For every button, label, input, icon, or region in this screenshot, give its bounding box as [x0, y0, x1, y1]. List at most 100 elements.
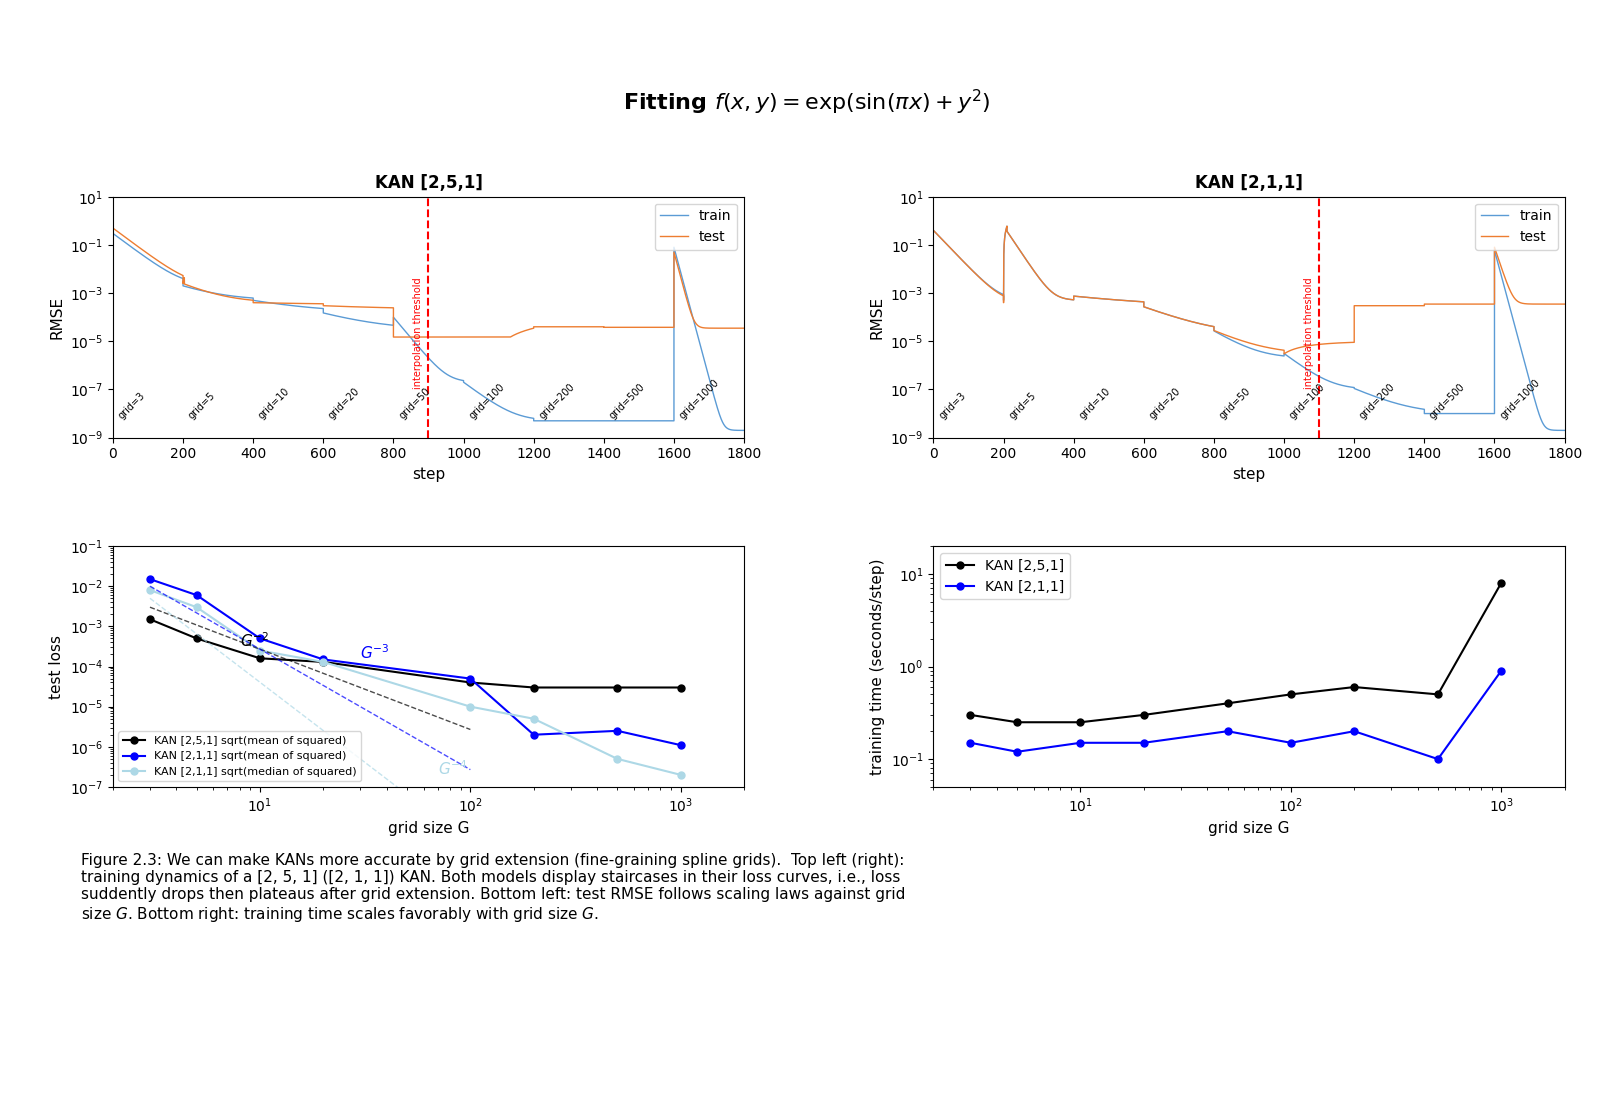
test: [561, 320, 581, 333]
Text: $G^{-4}$: $G^{-4}$: [437, 760, 468, 778]
test: [997, 220, 1016, 233]
train: [924, 224, 944, 237]
test: [1274, 348, 1294, 361]
train: [1382, 396, 1402, 409]
KAN [2,1,1] sqrt(mean of squared): [140, 573, 160, 586]
Text: grid=20: grid=20: [1147, 386, 1182, 421]
train: [734, 424, 753, 437]
test: [315, 299, 334, 313]
Y-axis label: training time (seconds/step): training time (seconds/step): [869, 559, 886, 775]
KAN [2,5,1] sqrt(mean of squared): [461, 675, 481, 689]
test: [1100, 293, 1119, 306]
KAN [2,1,1] sqrt(median of squared): [140, 584, 160, 597]
train: [516, 410, 536, 423]
Y-axis label: RMSE: RMSE: [50, 295, 65, 339]
Y-axis label: test loss: test loss: [48, 635, 65, 698]
Text: Fitting $f(x, y) = \exp(\sin(\pi x) + y^2)$: Fitting $f(x, y) = \exp(\sin(\pi x) + y^…: [623, 87, 990, 117]
KAN [2,1,1] sqrt(mean of squared): [608, 725, 627, 738]
KAN [2,5,1]: [1345, 681, 1365, 694]
KAN [2,1,1] sqrt(median of squared): [187, 601, 206, 614]
KAN [2,5,1] sqrt(mean of squared): [250, 651, 269, 665]
KAN [2,5,1]: [1134, 708, 1153, 721]
Text: grid=50: grid=50: [397, 386, 432, 421]
KAN [2,1,1] sqrt(mean of squared): [461, 672, 481, 685]
Text: grid=500: grid=500: [608, 381, 647, 421]
KAN [2,1,1]: [1008, 745, 1027, 759]
KAN [2,5,1] sqrt(mean of squared): [187, 632, 206, 645]
KAN [2,5,1] sqrt(mean of squared): [140, 613, 160, 626]
Line: test: test: [113, 228, 744, 337]
train: [1503, 310, 1523, 324]
test: [1503, 289, 1523, 302]
Text: interpolation threshold: interpolation threshold: [413, 278, 423, 389]
KAN [2,1,1] sqrt(mean of squared): [313, 653, 332, 666]
KAN [2,1,1] sqrt(median of squared): [250, 644, 269, 657]
train: [1292, 359, 1311, 372]
Legend: train, test: train, test: [655, 203, 737, 249]
Text: grid=200: grid=200: [1358, 381, 1397, 421]
X-axis label: step: step: [411, 467, 445, 482]
Text: grid=3: grid=3: [116, 390, 147, 421]
test: [1336, 336, 1355, 349]
test: [103, 222, 123, 235]
test: [471, 330, 490, 343]
test: [1555, 297, 1574, 310]
Text: grid=5: grid=5: [1007, 390, 1037, 421]
Text: $G^{-3}$: $G^{-3}$: [360, 644, 390, 662]
KAN [2,5,1]: [1428, 687, 1447, 701]
test: [1382, 299, 1402, 313]
Text: grid=10: grid=10: [1077, 386, 1111, 421]
KAN [2,1,1] sqrt(mean of squared): [524, 728, 544, 741]
Text: interpolation threshold: interpolation threshold: [1303, 278, 1315, 389]
KAN [2,1,1] sqrt(median of squared): [608, 752, 627, 765]
Y-axis label: RMSE: RMSE: [869, 295, 884, 339]
Line: train: train: [934, 226, 1565, 431]
Text: grid=200: grid=200: [537, 381, 576, 421]
train: [315, 306, 334, 319]
train: [1555, 424, 1574, 437]
Line: KAN [2,1,1]: KAN [2,1,1]: [968, 667, 1505, 763]
test: [516, 324, 536, 337]
Line: train: train: [113, 234, 744, 431]
KAN [2,5,1] sqrt(mean of squared): [671, 681, 690, 694]
train: [281, 298, 300, 312]
test: [1134, 301, 1153, 314]
Line: KAN [2,5,1]: KAN [2,5,1]: [968, 579, 1505, 726]
Legend: train, test: train, test: [1476, 203, 1558, 249]
KAN [2,1,1]: [961, 737, 981, 750]
test: [1292, 341, 1311, 354]
test: [281, 296, 300, 309]
KAN [2,5,1] sqrt(mean of squared): [313, 656, 332, 669]
KAN [2,1,1]: [1428, 753, 1447, 766]
Line: KAN [2,1,1] sqrt(mean of squared): KAN [2,1,1] sqrt(mean of squared): [147, 576, 684, 749]
X-axis label: grid size G: grid size G: [1208, 821, 1290, 836]
KAN [2,1,1] sqrt(mean of squared): [250, 632, 269, 645]
test: [384, 330, 403, 343]
Text: grid=100: grid=100: [1287, 381, 1327, 421]
Text: grid=1000: grid=1000: [1498, 377, 1542, 421]
Legend: KAN [2,5,1], KAN [2,1,1]: KAN [2,5,1], KAN [2,1,1]: [940, 553, 1069, 599]
KAN [2,1,1] sqrt(median of squared): [313, 656, 332, 669]
KAN [2,5,1]: [1281, 687, 1300, 701]
KAN [2,1,1]: [1071, 737, 1090, 750]
KAN [2,1,1]: [1134, 737, 1153, 750]
Text: grid=5: grid=5: [187, 390, 218, 421]
Title: KAN [2,5,1]: KAN [2,5,1]: [374, 175, 482, 192]
train: [1336, 379, 1355, 392]
train: [1134, 301, 1153, 314]
KAN [2,1,1] sqrt(median of squared): [671, 768, 690, 781]
X-axis label: step: step: [1232, 467, 1266, 482]
Text: grid=3: grid=3: [937, 390, 968, 421]
KAN [2,1,1] sqrt(mean of squared): [671, 739, 690, 752]
KAN [2,5,1]: [1492, 576, 1511, 589]
X-axis label: grid size G: grid size G: [387, 821, 469, 836]
KAN [2,5,1] sqrt(mean of squared): [608, 681, 627, 694]
KAN [2,1,1] sqrt(median of squared): [461, 701, 481, 714]
test: [682, 309, 702, 322]
KAN [2,5,1]: [1008, 716, 1027, 729]
KAN [2,1,1] sqrt(median of squared): [524, 713, 544, 726]
train: [682, 307, 702, 320]
KAN [2,1,1]: [1281, 737, 1300, 750]
KAN [2,1,1]: [1345, 725, 1365, 738]
Text: grid=20: grid=20: [327, 386, 361, 421]
